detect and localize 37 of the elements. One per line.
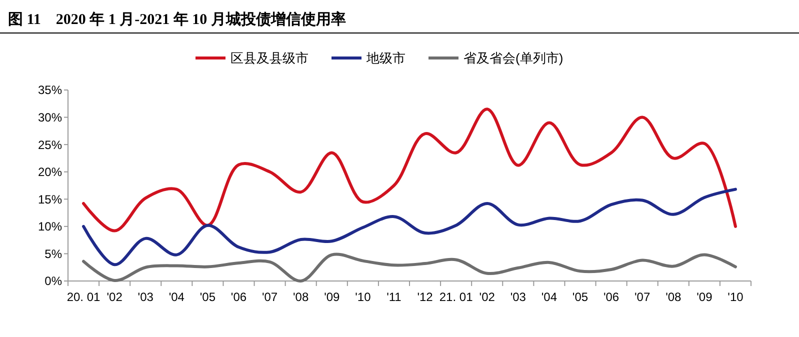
x-tick-label: '06 — [230, 290, 247, 304]
legend-label: 区县及县级市 — [230, 50, 308, 66]
x-tick-label: '07 — [262, 290, 278, 304]
line-series — [82, 252, 737, 282]
x-tick-label: '04 — [168, 290, 185, 304]
x-tick-label: '04 — [541, 290, 558, 304]
x-tick-label: '02 — [479, 290, 496, 304]
x-tick-label: '03 — [138, 290, 154, 304]
x-tick-label: '09 — [696, 290, 713, 304]
x-tick-label: '07 — [634, 290, 650, 304]
y-tick-label: 30% — [38, 110, 62, 124]
x-tick-label: '10 — [355, 290, 372, 304]
x-tick-label: '12 — [417, 290, 434, 304]
x-tick-label: '10 — [728, 290, 744, 304]
line-series — [82, 108, 737, 232]
x-tick-label: '06 — [603, 290, 620, 304]
x-tick-label: '02 — [106, 290, 123, 304]
legend-label: 地级市 — [366, 50, 406, 66]
legend-label: 省及省会(单列市) — [464, 50, 564, 66]
y-tick-label: 25% — [38, 138, 62, 152]
y-tick-label: 15% — [38, 192, 62, 206]
x-tick-label: '05 — [572, 290, 588, 304]
x-tick-label: '08 — [293, 290, 309, 304]
y-tick-label: 10% — [38, 220, 62, 234]
y-tick-label: 20% — [38, 165, 62, 180]
y-tick-label: 5% — [44, 246, 62, 261]
x-tick-label: 20. 01 — [66, 290, 101, 304]
x-tick-label: '11 — [386, 290, 402, 304]
x-tick-label: 21. 01 — [439, 290, 474, 304]
x-tick-label: '09 — [324, 290, 340, 304]
x-tick-label: '03 — [510, 290, 526, 304]
y-tick-label: 0% — [44, 274, 62, 288]
x-tick-label: '05 — [200, 290, 216, 304]
chart-title: 图 11 2020 年 1 月-2021 年 10 月城投债增信使用率 — [8, 10, 346, 28]
y-tick-label: 35% — [38, 83, 62, 98]
line-series — [82, 188, 737, 266]
x-tick-label: '08 — [666, 290, 682, 304]
